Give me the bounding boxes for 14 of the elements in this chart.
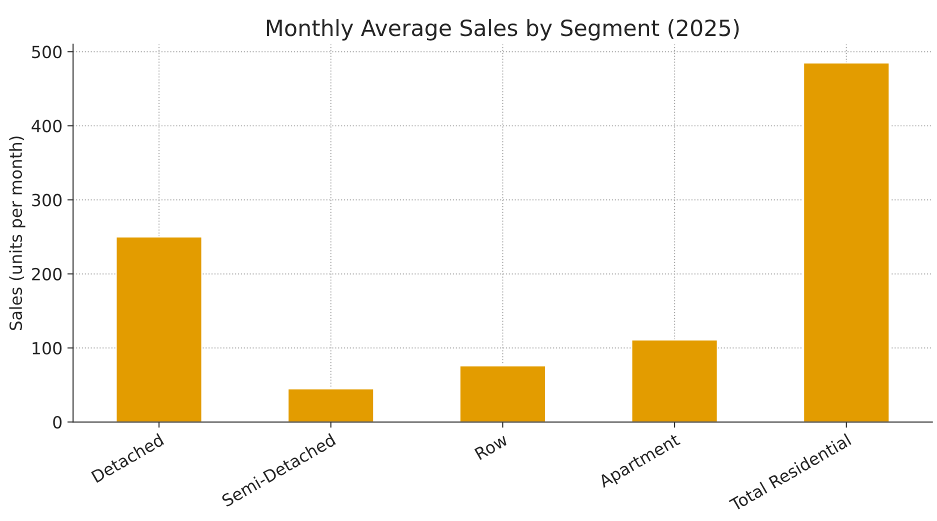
x-tick-label: Row — [474, 433, 509, 460]
y-tick-label: 200 — [32, 268, 62, 280]
bar — [459, 365, 546, 422]
bar — [802, 62, 890, 422]
y-tick-label: 0 — [53, 416, 62, 429]
y-tick-label: 400 — [32, 120, 62, 132]
bar — [630, 339, 718, 422]
bar — [287, 388, 375, 422]
chart-title: Monthly Average Sales by Segment (2025) — [266, 19, 739, 41]
y-tick-label: 100 — [32, 342, 62, 355]
y-tick-label: 300 — [32, 194, 62, 206]
y-axis-title: Sales (units per month) — [9, 136, 26, 330]
y-tick-label: 500 — [32, 46, 62, 58]
bar — [115, 236, 203, 422]
